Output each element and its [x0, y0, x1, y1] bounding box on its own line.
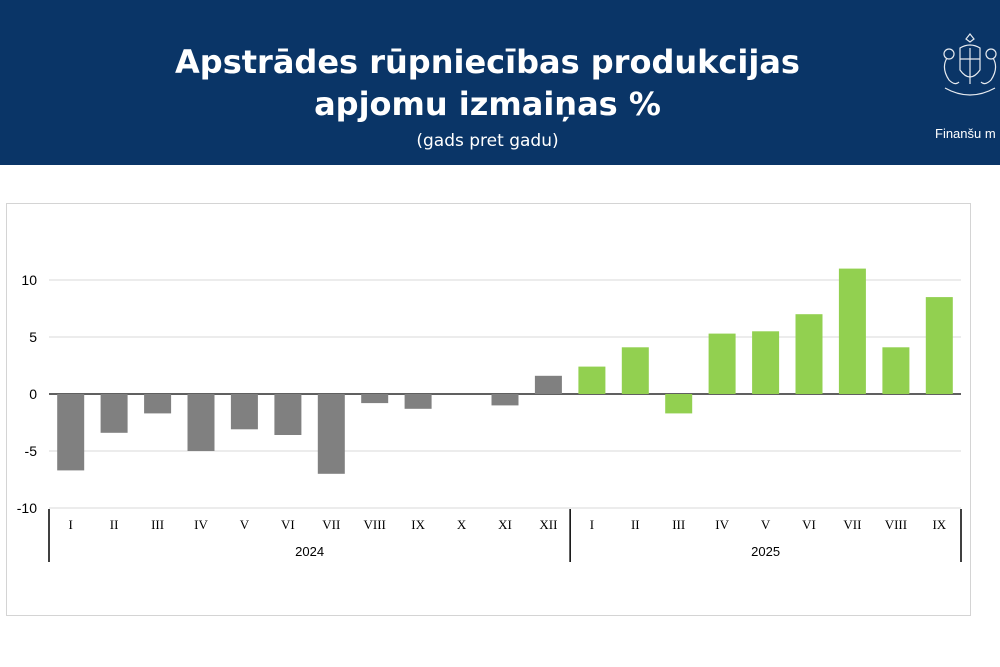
x-group-label: 2024 — [295, 544, 324, 559]
bar-viii-7 — [361, 394, 389, 404]
chart-title-line-1: Apstrādes rūpniecības produkcijas — [175, 43, 800, 81]
x-category-label: IX — [932, 517, 946, 532]
bar-v-16 — [752, 331, 780, 394]
bar-i-12 — [578, 366, 606, 394]
x-category-label: I — [69, 517, 73, 532]
coat-of-arms-icon — [943, 33, 997, 96]
y-tick-label: -5 — [25, 443, 38, 459]
bar-vii-18 — [838, 268, 866, 394]
bar-viii-19 — [882, 347, 910, 394]
bar-iii-2 — [144, 394, 172, 414]
chart-subtitle: (gads pret gadu) — [416, 131, 559, 151]
x-category-label: XI — [498, 517, 512, 532]
x-category-label: VI — [802, 517, 816, 532]
bar-xi-10 — [491, 394, 519, 406]
bar-ii-1 — [100, 394, 128, 433]
y-tick-label: 5 — [29, 329, 37, 345]
x-category-label: X — [457, 517, 467, 532]
y-tick-label: -10 — [17, 500, 37, 516]
x-category-label: XII — [539, 517, 557, 532]
y-tick-label: 10 — [21, 272, 37, 288]
bar-ix-8 — [404, 394, 432, 409]
chart-panel: 10 5 0 -5 -10 I II III IV V VI VII VIII IX X XI XII I II I… — [6, 203, 971, 616]
x-category-label: V — [240, 517, 250, 532]
bar-ix-20 — [925, 297, 953, 394]
bar-iv-15 — [708, 333, 736, 394]
x-category-label: VII — [843, 517, 861, 532]
bar-iii-14 — [665, 394, 693, 414]
bar-xii-11 — [534, 375, 562, 394]
x-group-label: 2025 — [751, 544, 780, 559]
organization-name: Finanšu m — [935, 126, 996, 141]
x-category-label: VIII — [364, 517, 386, 532]
y-tick-label: 0 — [29, 386, 37, 402]
x-category-label: III — [151, 517, 164, 532]
x-category-label: IV — [715, 517, 729, 532]
x-category-label: IV — [194, 517, 208, 532]
bar-vi-17 — [795, 314, 823, 394]
x-category-label: IX — [411, 517, 425, 532]
bar-v-4 — [230, 394, 258, 430]
x-category-label: VIII — [885, 517, 907, 532]
bar-i-0 — [57, 394, 85, 471]
bar-iv-3 — [187, 394, 215, 451]
bar-ii-13 — [621, 347, 649, 394]
bar-vii-6 — [317, 394, 345, 474]
x-category-label: V — [761, 517, 771, 532]
bar-vi-5 — [274, 394, 302, 435]
x-category-label: VII — [322, 517, 340, 532]
header-banner: Apstrādes rūpniecības produkcijas apjomu… — [0, 0, 1000, 165]
x-category-label: VI — [281, 517, 295, 532]
x-category-label: II — [631, 517, 640, 532]
x-category-label: I — [590, 517, 594, 532]
x-category-label: III — [672, 517, 685, 532]
chart-title-line-2: apjomu izmaiņas % — [314, 85, 661, 123]
x-category-label: II — [110, 517, 119, 532]
